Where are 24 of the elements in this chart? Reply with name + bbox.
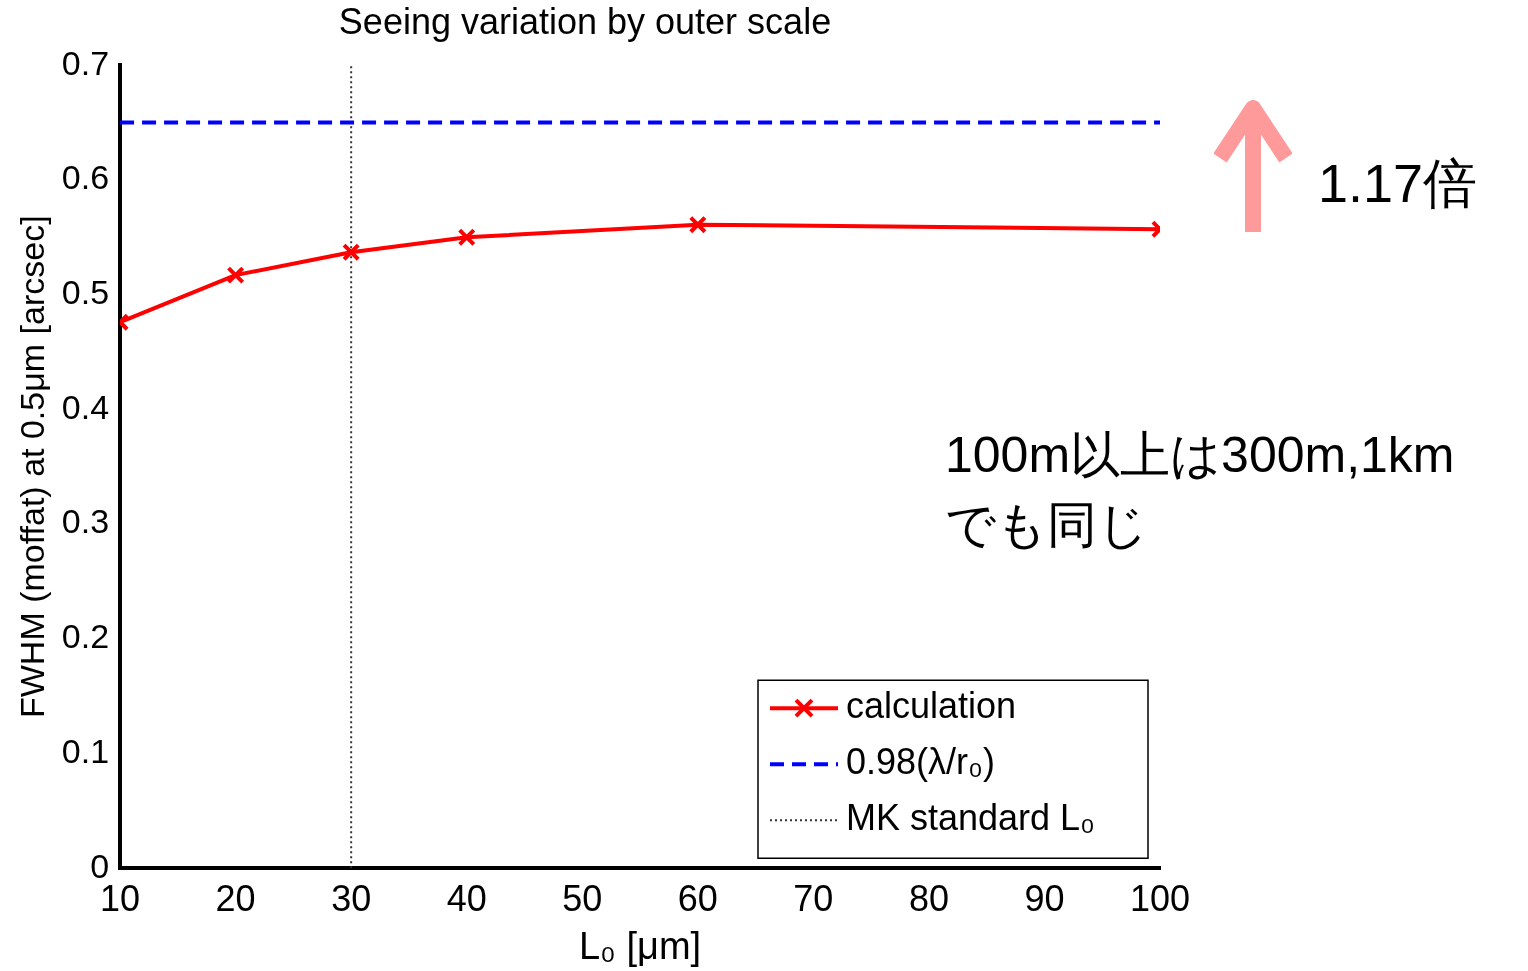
y-tick-label: 0.4: [61, 387, 110, 426]
annotation: 100m以上は300m,1kmでも同じ: [945, 426, 1456, 555]
x-tick-label: 70: [793, 877, 834, 919]
y-tick-label: 0.6: [61, 158, 110, 197]
x-axis-title: L₀ [μm]: [578, 924, 702, 967]
x-tick-label: 60: [677, 877, 718, 919]
x-tick-label: 50: [562, 877, 603, 919]
y-axis-title: FWHM (moffat) at 0.5μm [arcsec]: [12, 215, 51, 718]
x-tick-label: 30: [331, 877, 372, 919]
chart-title: Seeing variation by outer scale: [338, 0, 832, 42]
x-tick-label: 90: [1024, 877, 1065, 919]
text: 1.17倍: [1318, 152, 1478, 215]
y-tick-label: 0.3: [61, 502, 110, 541]
x-tick-label: 40: [446, 877, 487, 919]
legend-label: MK standard L₀: [846, 797, 1096, 839]
x-tick-label: 100: [1129, 877, 1191, 919]
y-tick-label: 0.2: [61, 617, 110, 656]
y-tick-label: 0.5: [61, 273, 110, 311]
x-tick-label: 80: [908, 877, 949, 919]
y-tick-label: 0.1: [61, 731, 110, 770]
legend-label: calculation: [846, 685, 1017, 727]
y-tick-label: 0.7: [61, 43, 110, 82]
legend-label: 0.98(λ/r₀): [846, 741, 995, 783]
x-tick-label: 20: [215, 877, 256, 919]
